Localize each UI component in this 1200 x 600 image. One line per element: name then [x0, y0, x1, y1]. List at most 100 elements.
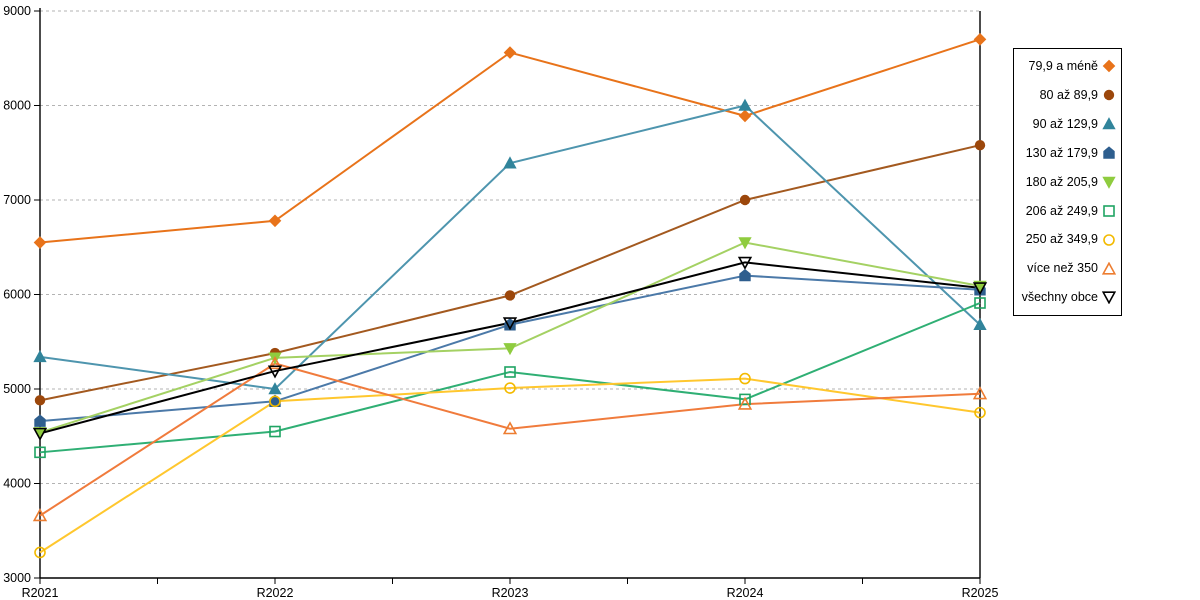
triangle-down-filled-icon: [503, 343, 517, 356]
circle-filled-icon: [1103, 90, 1115, 101]
series-markers: [32, 256, 988, 441]
series-markers: [33, 98, 987, 395]
triangle-up-open-icon: [267, 356, 283, 370]
triangle-up-open-icon: [502, 421, 518, 435]
legend-label: 80 až 89,9: [1039, 88, 1098, 103]
legend-item: 250 až 349,9: [1014, 233, 1121, 247]
diamond-filled-icon: [268, 214, 282, 228]
square-open-icon: [1103, 205, 1115, 217]
series-markers: [33, 33, 987, 249]
legend-item: 80 až 89,9: [1014, 88, 1121, 102]
diamond-filled-icon: [503, 46, 517, 59]
y-axis-tick-label: 8000: [3, 99, 31, 113]
x-axis-tick-label: R2024: [727, 586, 764, 600]
square-open-icon: [34, 446, 46, 459]
triangle-up-filled-icon: [503, 156, 517, 169]
triangle-down-open-icon: [32, 427, 48, 441]
pentagon-filled-icon: [739, 268, 751, 282]
square-open-icon: [974, 297, 986, 309]
legend-item: 206 až 249,9: [1014, 204, 1121, 218]
triangle-up-filled-icon: [268, 382, 282, 395]
pentagon-filled-icon: [34, 414, 46, 427]
legend-marker: [1103, 146, 1115, 159]
y-axis-tick-label: 3000: [3, 571, 31, 585]
x-axis-tick-label: R2025: [962, 586, 999, 600]
legend-marker: [1103, 90, 1115, 101]
diamond-filled-icon: [1102, 60, 1116, 73]
legend-marker: [1102, 117, 1116, 130]
legend-label: 79,9 a méně: [1028, 59, 1099, 74]
triangle-down-filled-icon: [1102, 176, 1116, 189]
square-open-icon: [739, 393, 751, 406]
series-markers: [32, 356, 988, 522]
diamond-filled-icon: [738, 109, 752, 123]
legend-label: více než 350: [1027, 261, 1098, 276]
triangle-up-filled-icon: [973, 317, 987, 331]
square-open-icon: [269, 425, 281, 438]
y-axis-tick-label: 6000: [3, 288, 31, 302]
legend-marker: [1102, 291, 1116, 305]
triangle-down-open-icon: [972, 282, 988, 296]
series-markers: [34, 297, 986, 459]
triangle-up-open-icon: [1102, 261, 1116, 275]
legend-label: 130 až 179,9: [1025, 145, 1098, 160]
circle-filled-icon: [974, 139, 986, 151]
legend-item: všechny obce: [1014, 290, 1121, 305]
x-axis-tick-label: R2021: [22, 586, 59, 600]
circle-open-icon: [504, 382, 516, 394]
circle-filled-icon: [504, 290, 516, 301]
legend-item: 90 až 129,9: [1014, 117, 1121, 131]
diamond-filled-icon: [973, 33, 987, 46]
legend-label: 180 až 205,9: [1025, 174, 1098, 189]
legend-item: 180 až 205,9: [1014, 175, 1121, 189]
legend-marker: [1102, 261, 1116, 275]
legend-marker: [1103, 233, 1115, 246]
series-markers: [33, 237, 987, 440]
legend-item: více než 350: [1014, 261, 1121, 276]
legend-label: všechny obce: [1021, 290, 1098, 305]
triangle-up-open-icon: [737, 396, 753, 410]
circle-open-icon: [739, 372, 751, 385]
square-open-icon: [504, 366, 516, 378]
legend-label: 250 až 349,9: [1025, 232, 1098, 247]
circle-open-icon: [1103, 233, 1115, 246]
triangle-down-open-icon: [502, 317, 518, 331]
series-line: [39, 38, 981, 244]
legend-label: 90 až 129,9: [1032, 116, 1098, 131]
series-line: [39, 241, 981, 434]
triangle-up-open-icon: [32, 508, 48, 522]
triangle-down-open-icon: [737, 256, 753, 270]
y-axis-tick-label: 9000: [3, 4, 31, 18]
circle-filled-icon: [34, 395, 46, 406]
diamond-filled-icon: [33, 236, 47, 249]
legend: 79,9 a méně 80 až 89,9 90 až 129,9 130 až 1…: [1013, 48, 1122, 316]
circle-open-icon: [34, 546, 46, 559]
triangle-up-filled-icon: [1102, 117, 1116, 130]
legend-label: 206 až 249,9: [1025, 203, 1098, 218]
triangle-down-open-icon: [1102, 291, 1116, 305]
circle-open-icon: [974, 406, 986, 419]
series-line: [39, 362, 981, 517]
legend-marker: [1102, 60, 1116, 73]
pentagon-filled-icon: [1103, 146, 1115, 159]
series-markers: [34, 372, 986, 559]
y-axis-tick-label: 5000: [3, 382, 31, 396]
y-axis-tick-label: 4000: [3, 477, 31, 491]
series-line: [39, 377, 981, 554]
series-line: [39, 302, 981, 454]
triangle-down-filled-icon: [738, 237, 752, 250]
triangle-up-filled-icon: [33, 350, 47, 363]
legend-item: 79,9 a méně: [1014, 59, 1121, 73]
x-axis-tick-label: R2023: [492, 586, 529, 600]
legend-marker: [1102, 176, 1116, 189]
triangle-down-open-icon: [267, 365, 283, 379]
triangle-up-filled-icon: [738, 98, 752, 111]
legend-marker: [1103, 205, 1115, 217]
circle-filled-icon: [739, 194, 751, 206]
x-axis-tick-label: R2022: [257, 586, 294, 600]
triangle-up-open-icon: [972, 386, 988, 400]
legend-item: 130 až 179,9: [1014, 146, 1121, 160]
circle-open-icon: [269, 395, 281, 408]
